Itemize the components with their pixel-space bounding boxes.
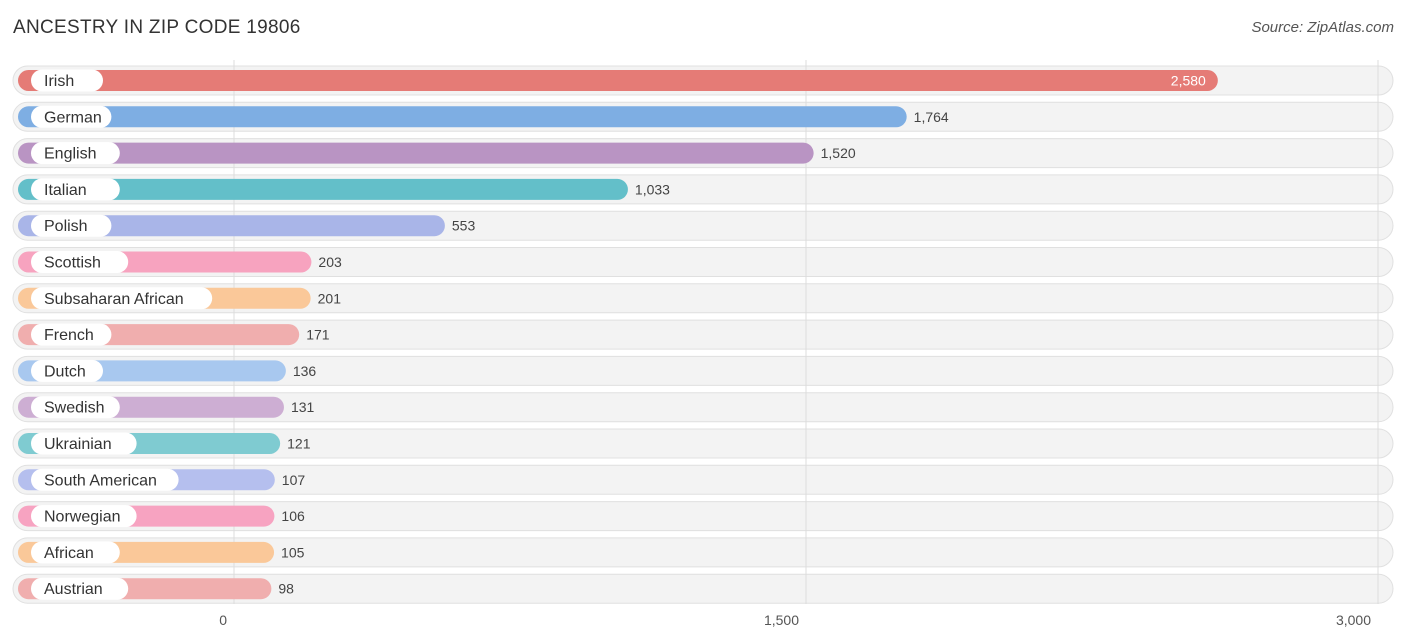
axis-tick-label: 1,500 <box>764 612 799 628</box>
bar <box>18 215 445 237</box>
category-label: Ukrainian <box>44 436 112 453</box>
row-track <box>12 247 1394 277</box>
value-label: 121 <box>287 436 311 452</box>
value-label: 201 <box>318 290 342 306</box>
category-label: South American <box>44 472 157 489</box>
category-label-pill <box>31 396 120 419</box>
value-label: 203 <box>318 254 342 270</box>
category-label: Polish <box>44 218 88 235</box>
category-label: English <box>44 146 96 163</box>
value-label: 131 <box>291 399 315 415</box>
value-label: 136 <box>293 363 317 379</box>
row-track <box>12 283 1394 314</box>
bar <box>18 142 814 164</box>
category-label: Italian <box>44 182 87 199</box>
category-label-pill <box>31 541 120 564</box>
value-label: 105 <box>281 544 305 560</box>
bar <box>18 106 907 128</box>
category-label-pill <box>31 287 213 310</box>
category-label-pill <box>31 505 137 528</box>
value-label: 553 <box>452 218 476 234</box>
category-label: Irish <box>44 73 74 90</box>
row-track <box>12 573 1394 604</box>
category-label-pill <box>31 178 120 201</box>
value-label: 1,033 <box>635 181 670 197</box>
category-label-pill <box>31 468 179 491</box>
value-label: 106 <box>281 508 305 524</box>
value-label: 1,764 <box>914 109 949 125</box>
row-track <box>12 537 1394 568</box>
category-label-pill <box>31 105 112 128</box>
row-track <box>12 428 1394 459</box>
category-label-pill <box>31 214 112 237</box>
axis-tick-label: 3,000 <box>1336 612 1371 628</box>
value-label: 2,580 <box>1171 73 1206 89</box>
bar <box>18 70 1218 91</box>
category-label: Norwegian <box>44 509 120 526</box>
category-label-pill <box>31 432 137 455</box>
row-track <box>12 501 1394 532</box>
category-label-pill <box>31 359 103 382</box>
bar <box>18 178 628 200</box>
value-label: 1,520 <box>821 145 856 161</box>
chart-title: ANCESTRY IN ZIP CODE 19806 <box>13 17 301 38</box>
row-track <box>12 464 1394 495</box>
category-label: Dutch <box>44 363 86 380</box>
category-label-pill <box>31 251 129 273</box>
value-label: 107 <box>282 472 306 488</box>
axis-tick-label: 0 <box>219 612 227 628</box>
source-credit: Source: ZipAtlas.com <box>1251 19 1394 36</box>
row-track <box>12 392 1394 423</box>
value-label: 98 <box>278 581 294 597</box>
category-label-pill <box>31 577 129 600</box>
category-label: Austrian <box>44 581 103 598</box>
category-label-pill <box>31 142 120 165</box>
row-track <box>12 319 1394 350</box>
category-label-pill <box>31 323 112 346</box>
category-label-pill <box>31 69 103 92</box>
category-label: German <box>44 109 102 126</box>
category-label: Subsaharan African <box>44 291 184 308</box>
category-label: French <box>44 327 94 344</box>
category-label: Swedish <box>44 400 104 417</box>
value-label: 171 <box>306 327 330 343</box>
category-label: Scottish <box>44 255 101 272</box>
category-label: African <box>44 545 94 562</box>
row-track <box>12 355 1394 386</box>
